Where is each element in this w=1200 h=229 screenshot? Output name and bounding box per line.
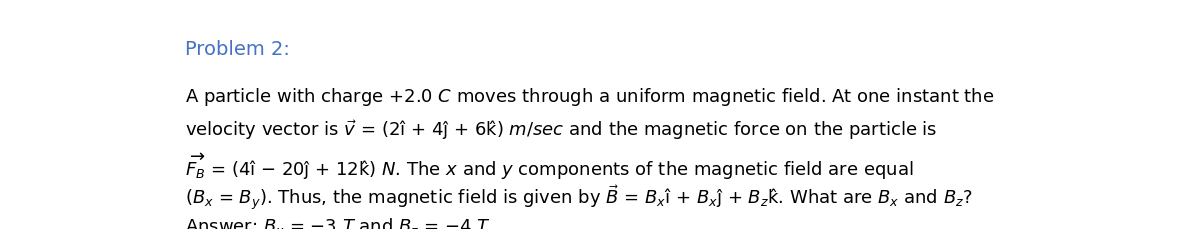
Text: ($\mathit{B_x}$ = $\mathit{B_y}$). Thus, the magnetic field is given by $\vec{B}: ($\mathit{B_x}$ = $\mathit{B_y}$). Thus,… xyxy=(185,183,973,213)
Text: Answer: $\mathit{B_x}$ = −3 $\mathit{T}$ and $\mathit{B_z}$ = −4 $\mathit{T}$.: Answer: $\mathit{B_x}$ = −3 $\mathit{T}$… xyxy=(185,216,494,229)
Text: A particle with charge +2.0 $\mathit{C}$ moves through a uniform magnetic field.: A particle with charge +2.0 $\mathit{C}$… xyxy=(185,86,995,108)
Text: $\overrightarrow{F_B}$ = (4î − 20ĵ + 12k̂) $\mathit{N}$. The $\mathit{x}$ and $\: $\overrightarrow{F_B}$ = (4î − 20ĵ + 12k… xyxy=(185,151,914,182)
Text: Problem 2:: Problem 2: xyxy=(185,40,290,59)
Text: velocity vector is $\vec{\mathit{v}}$ = (2î + 4ĵ + 6k̂) $\mathit{m/sec}$ and the: velocity vector is $\vec{\mathit{v}}$ = … xyxy=(185,118,937,142)
